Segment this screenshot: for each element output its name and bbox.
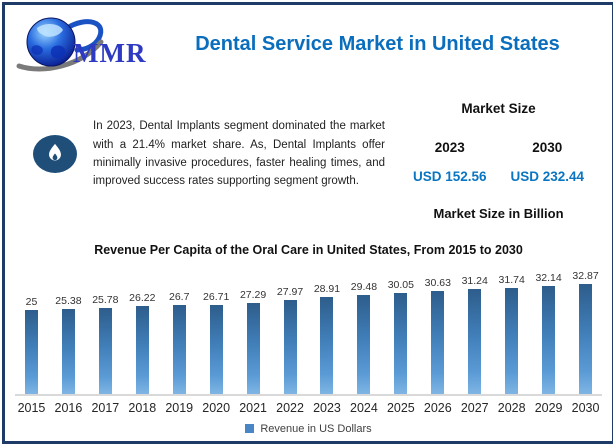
bar <box>542 286 556 394</box>
bar-value-label: 30.05 <box>387 279 414 292</box>
bar-value-label: 26.22 <box>129 292 156 305</box>
bars-row: 25 25.38 25.78 26.22 26.7 26.71 27.29 27.97 28.9… <box>13 268 604 394</box>
x-axis-label: 2018 <box>128 400 157 415</box>
bar-value-label: 26.7 <box>169 290 190 303</box>
bar <box>135 306 149 394</box>
market-value: USD 232.44 <box>510 169 585 184</box>
bar-value-label: 26.71 <box>203 290 230 303</box>
bar <box>579 283 593 394</box>
globe-icon <box>16 17 104 72</box>
insight-text: In 2023, Dental Implants segment dominat… <box>93 120 385 188</box>
mmr-logo: MMR <box>15 14 163 74</box>
bar-value-label: 25.78 <box>92 293 119 306</box>
market-size-heading: Market Size <box>461 101 536 116</box>
market-size-panel: Market Size 2023 USD 152.56 2030 USD 232… <box>401 87 596 221</box>
bar-slot: 28.91 <box>309 283 346 394</box>
bar-slot: 26.71 <box>198 291 235 394</box>
x-axis-label: 2030 <box>571 400 600 415</box>
bar-value-label: 31.74 <box>498 273 525 286</box>
bar-value-label: 32.87 <box>572 269 599 282</box>
bar-value-label: 31.24 <box>461 275 488 288</box>
bar <box>61 308 75 394</box>
bar-value-label: 28.91 <box>313 283 341 296</box>
market-year: 2030 <box>532 140 563 155</box>
bar <box>246 302 260 394</box>
bar-value-label: 25.38 <box>55 294 82 307</box>
x-axis-label: 2027 <box>460 400 489 415</box>
bar <box>98 307 112 394</box>
x-axis-label: 2025 <box>386 400 415 415</box>
chart-title: Revenue Per Capita of the Oral Care in U… <box>94 243 523 257</box>
x-axis-label: 2017 <box>91 400 120 415</box>
x-axis-label: 2015 <box>17 400 46 415</box>
bar-slot: 31.74 <box>493 274 530 394</box>
bar-slot: 30.63 <box>419 277 456 394</box>
bar-value-label: 29.48 <box>350 281 378 294</box>
market-year: 2023 <box>434 140 465 155</box>
bar-chart: 25 25.38 25.78 26.22 26.7 26.71 27.29 27.97 28.9… <box>13 268 604 435</box>
bar-slot: 27.29 <box>235 289 272 394</box>
bar <box>505 287 519 394</box>
x-axis-label: 2021 <box>239 400 267 415</box>
bar-slot: 25.38 <box>50 295 87 394</box>
x-axis-label: 2026 <box>423 400 452 415</box>
bar-slot: 27.97 <box>272 286 309 394</box>
x-axis-label: 2022 <box>276 400 304 415</box>
legend-label: Revenue in US Dollars <box>260 422 372 435</box>
bar-value-label: 25 <box>25 296 38 309</box>
bar-slot: 29.48 <box>345 281 382 394</box>
bar-slot: 30.05 <box>382 279 419 394</box>
bar <box>431 291 445 394</box>
logo-wordmark: MMR <box>73 38 147 68</box>
bar-slot: 31.24 <box>456 275 493 394</box>
bar-slot: 26.22 <box>124 292 161 394</box>
market-size-col-2030: 2030 USD 232.44 <box>499 140 597 184</box>
x-axis-labels: 2015 2016 2017 2018 2019 2020 2021 2022 2023 2024… <box>13 396 604 415</box>
flame-icon <box>49 143 61 161</box>
x-axis-label: 2029 <box>534 400 563 415</box>
market-size-col-2023: 2023 USD 152.56 <box>401 140 499 184</box>
bar-slot: 25.78 <box>87 294 124 394</box>
x-axis-label: 2028 <box>497 400 526 415</box>
bar-value-label: 27.97 <box>276 286 304 299</box>
header: MMR Dental Service Market in United Stat… <box>5 5 612 77</box>
x-axis-label: 2020 <box>202 400 231 415</box>
bar <box>320 297 334 394</box>
page-title: Dental Service Market in United States <box>195 32 560 55</box>
x-axis-line <box>15 393 602 396</box>
x-axis-label: 2019 <box>165 400 194 415</box>
insight-block: In 2023, Dental Implants segment dominat… <box>21 87 401 221</box>
legend-swatch-icon <box>245 424 255 433</box>
bar <box>209 304 223 394</box>
x-axis-label: 2023 <box>313 400 341 415</box>
content-row: In 2023, Dental Implants segment dominat… <box>5 77 612 221</box>
chart-legend: Revenue in US Dollars <box>13 423 604 435</box>
bar-value-label: 30.63 <box>424 277 451 290</box>
bar <box>357 295 371 394</box>
x-axis-label: 2016 <box>54 400 83 415</box>
bar-value-label: 32.14 <box>535 272 562 285</box>
market-size-footnote: Market Size in Billion <box>433 206 564 221</box>
bar <box>468 289 482 394</box>
bar-slot: 32.14 <box>530 272 567 394</box>
bar <box>283 300 297 394</box>
x-axis-label: 2024 <box>350 400 378 415</box>
bar <box>24 310 38 394</box>
bar <box>172 304 186 394</box>
flame-badge <box>33 135 77 173</box>
bar-slot: 25 <box>13 296 50 394</box>
bar <box>394 293 408 394</box>
bar-slot: 26.7 <box>161 291 198 394</box>
bar-slot: 32.87 <box>567 270 604 394</box>
market-size-columns: 2023 USD 152.56 2030 USD 232.44 <box>401 140 596 184</box>
bar-value-label: 27.29 <box>239 288 267 301</box>
market-value: USD 152.56 <box>412 169 487 184</box>
